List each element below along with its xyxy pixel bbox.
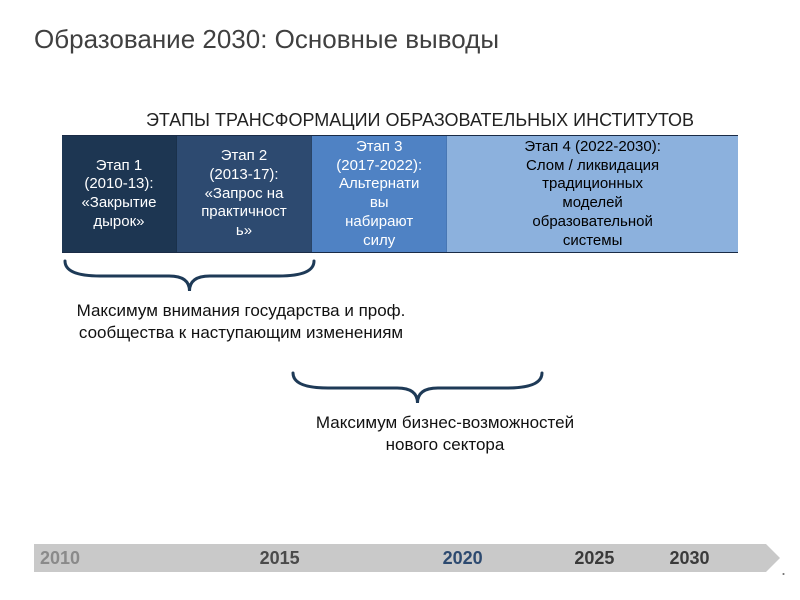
brace-1 (62, 258, 317, 294)
annotation-2: Максимум бизнес-возможностей нового сект… (290, 412, 600, 456)
timeline-bar (34, 544, 766, 572)
stage-1-label: Этап 1(2010-13):«Закрытиедырок» (81, 157, 156, 232)
subtitle: ЭТАПЫ ТРАНСФОРМАЦИИ ОБРАЗОВАТЕЛЬНЫХ ИНСТ… (110, 110, 730, 131)
timeline-tick-2025: 2025 (568, 544, 620, 572)
timeline-tick-2010: 2010 (34, 544, 86, 572)
stage-4-label: Этап 4 (2022-2030):Слом / ликвидациятрад… (524, 138, 661, 251)
stages-row: Этап 1(2010-13):«Закрытиедырок» Этап 2(20… (62, 135, 738, 253)
page-title: Образование 2030: Основные выводы (34, 24, 499, 55)
annotation-1: Максимум внимания государства и проф. со… (76, 300, 406, 344)
timeline-tick-2030: 2030 (664, 544, 716, 572)
stage-3-label: Этап 3(2017-2022):Альтернативынабираютси… (336, 138, 422, 251)
timeline: 2010 2015 2020 2025 2030 (34, 544, 766, 572)
stage-4: Этап 4 (2022-2030):Слом / ликвидациятрад… (447, 136, 738, 252)
stage-1: Этап 1(2010-13):«Закрытиедырок» (62, 136, 177, 252)
stage-3: Этап 3(2017-2022):Альтернативынабираютси… (312, 136, 447, 252)
timeline-tick-2020: 2020 (437, 544, 489, 572)
timeline-tick-2015: 2015 (254, 544, 306, 572)
page-dot: . (781, 559, 786, 580)
stage-2: Этап 2(2013-17):«Запрос напрактичность» (177, 136, 312, 252)
brace-2 (290, 370, 545, 406)
timeline-arrowhead (766, 544, 780, 572)
stage-2-label: Этап 2(2013-17):«Запрос напрактичность» (201, 147, 287, 241)
